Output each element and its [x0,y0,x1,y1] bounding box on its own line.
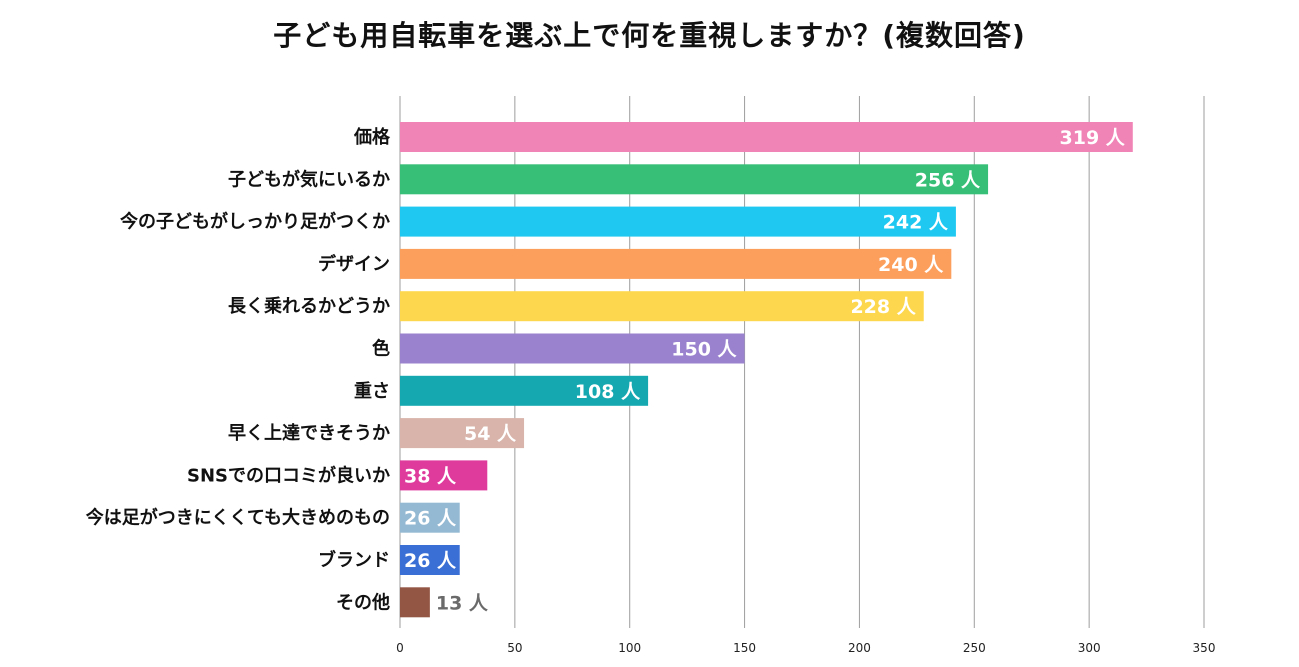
x-tick-label: 150 [733,641,756,655]
value-label: 240 人 [878,254,944,276]
category-label: SNSでの口コミが良いか [187,464,390,486]
bar-3 [400,206,956,237]
value-label: 38 人 [404,465,457,487]
bar-6 [400,333,745,364]
value-label: 54 人 [464,423,517,445]
category-label: 今の子どもがしっかり足がつくか [120,211,390,233]
x-tick-label: 200 [848,641,871,655]
bar-1 [400,122,1133,152]
value-label: 319 人 [1060,127,1126,149]
value-label: 150 人 [671,339,737,361]
bar-12 [400,587,430,618]
category-label: 早く上達できそうか [228,423,390,444]
x-tick-label: 350 [1193,641,1216,655]
bar-7 [400,375,649,406]
category-label: 重さ [354,380,390,402]
bar-11 [400,545,460,575]
value-label: 242 人 [883,212,949,234]
category-label: ブランド [318,549,390,571]
value-label: 13 人 [436,592,489,614]
value-label: 228 人 [850,296,916,318]
category-label: 子どもが気にいるか [228,168,390,190]
chart-title: 子ども用自転車を選ぶ上で何を重視しますか？(複数回答) [273,19,1026,52]
value-label: 256 人 [915,169,981,191]
category-label: デザイン [318,253,390,275]
bar-10 [400,502,460,533]
bar-8 [400,418,525,449]
bar-5 [400,291,924,322]
category-label: 長く乗れるかどうか [228,296,390,317]
category-label: その他 [336,591,390,613]
bar-4 [400,248,952,279]
bar-2 [400,164,989,195]
category-label: 価格 [353,126,391,148]
category-label: 今は足がつきにくくても大きめのもの [86,507,390,529]
category-label: 色 [372,338,390,360]
x-tick-label: 300 [1078,641,1101,655]
bar-9 [400,460,488,491]
value-label: 108 人 [575,381,641,403]
x-tick-label: 50 [507,641,522,655]
x-tick-label: 250 [963,641,986,655]
x-tick-label: 100 [618,641,641,655]
x-tick-label: 0 [396,641,404,655]
value-label: 26 人 [404,550,457,572]
value-label: 26 人 [404,508,457,530]
